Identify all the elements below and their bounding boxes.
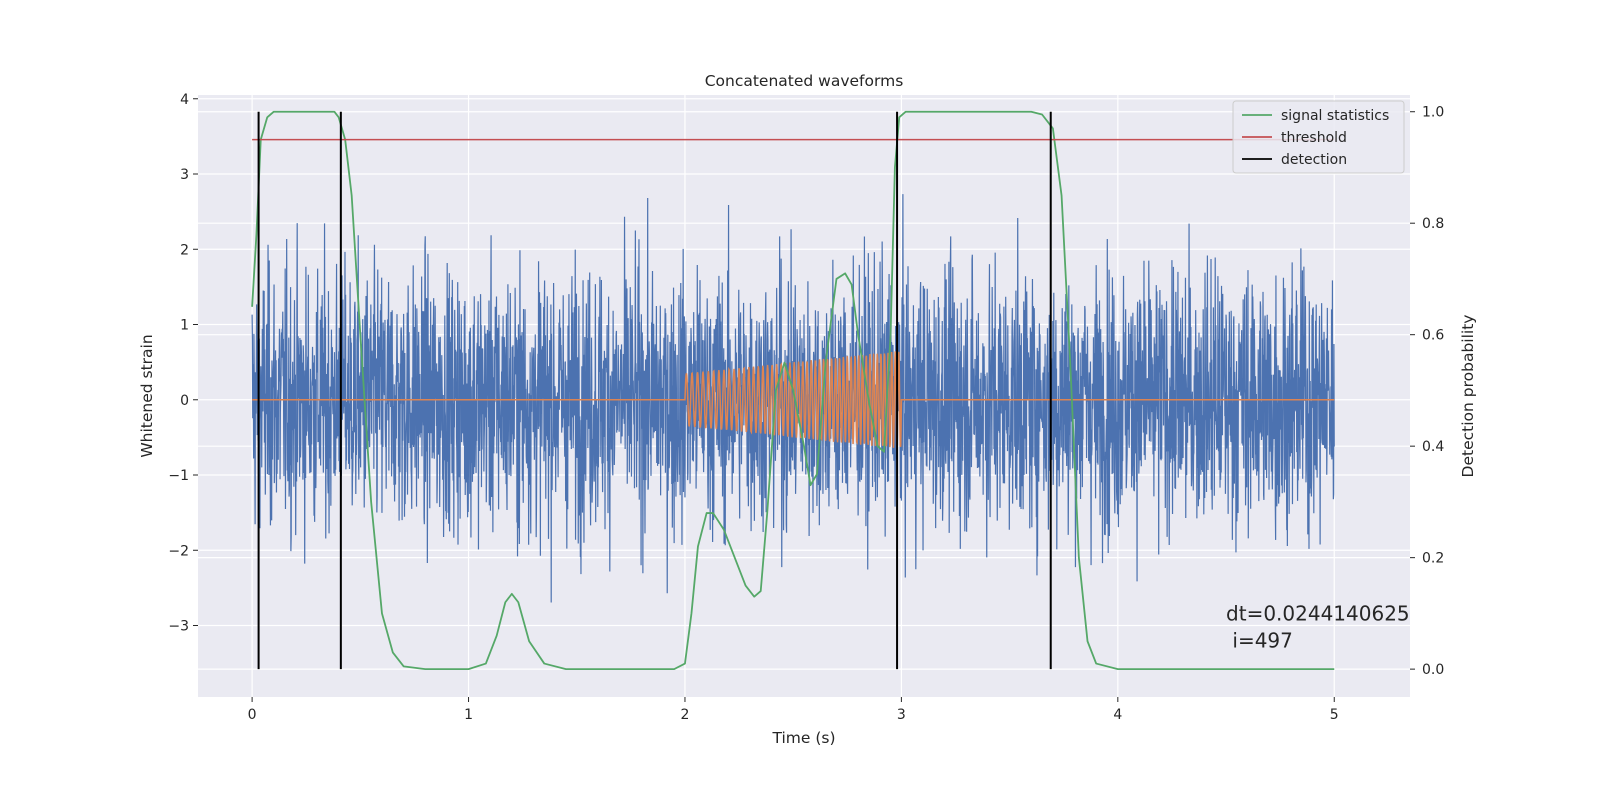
series-signal-statistics: [251, 110, 1335, 671]
y-right-tick-label: 0.8: [1422, 216, 1444, 232]
series-injected-chirp: [252, 351, 1335, 449]
x-axis-ticks: 0 1 2 3 4 5: [248, 697, 1339, 723]
series-detection: [257, 111, 1052, 670]
annotation-index: i=497: [1226, 628, 1293, 652]
x-tick-label: 5: [1330, 707, 1339, 723]
x-tick-label: 1: [464, 707, 473, 723]
x-axis-label: Time (s): [771, 729, 835, 747]
legend-label-signal-statistics: signal statistics: [1281, 108, 1389, 124]
y-left-tick-label: −1: [168, 468, 189, 484]
y-right-tick-label: 1.0: [1422, 105, 1444, 121]
right-y-axis-ticks: 0.0 0.2 0.4 0.6 0.8 1.0: [1410, 105, 1444, 678]
chart-title: Concatenated waveforms: [705, 72, 904, 90]
left-y-axis-ticks: −3 −2 −1 0 1 2 3 4: [168, 92, 198, 635]
annotation-dt: dt=0.0244140625: [1226, 601, 1410, 625]
left-y-axis-label: Whitened strain: [138, 334, 156, 457]
legend-label-detection: detection: [1281, 152, 1347, 168]
y-left-tick-label: −2: [168, 543, 189, 559]
y-left-tick-label: 0: [180, 393, 189, 409]
x-tick-label: 0: [248, 707, 257, 723]
plot-content: [251, 110, 1335, 671]
series-whitened-noise: [251, 194, 1335, 603]
y-right-tick-label: 0.6: [1422, 328, 1444, 344]
y-left-tick-label: 3: [180, 167, 189, 183]
y-right-tick-label: 0.2: [1422, 551, 1444, 567]
legend: signal statistics threshold detection: [1232, 100, 1405, 174]
right-y-axis-label: Detection probability: [1459, 315, 1477, 478]
y-left-tick-label: 4: [180, 92, 189, 108]
y-right-tick-label: 0.4: [1422, 439, 1444, 455]
y-left-tick-label: −3: [168, 619, 189, 635]
x-tick-label: 3: [897, 707, 906, 723]
x-tick-label: 4: [1113, 707, 1122, 723]
x-tick-label: 2: [681, 707, 690, 723]
y-right-tick-label: 0.0: [1422, 662, 1444, 678]
legend-label-threshold: threshold: [1281, 130, 1347, 146]
legend-box: [1232, 100, 1405, 174]
y-left-tick-label: 1: [180, 318, 189, 334]
y-left-tick-label: 2: [180, 242, 189, 258]
